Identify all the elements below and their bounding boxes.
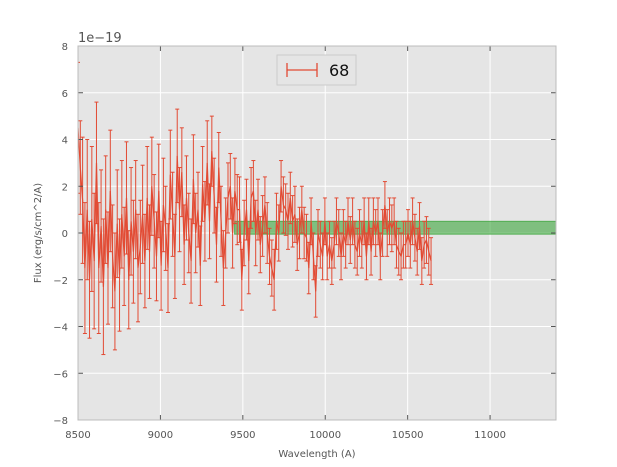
x-tick-label: 9000 xyxy=(148,430,173,441)
x-tick-label: 9500 xyxy=(230,430,255,441)
y-tick-label: −2 xyxy=(53,276,68,287)
x-tick-label: 11000 xyxy=(474,430,506,441)
y-tick-label: −4 xyxy=(53,323,68,334)
y-tick-label: 4 xyxy=(62,136,68,147)
y-axis-label: Flux (erg/s/cm^2/A) xyxy=(33,183,44,283)
series-line-68 xyxy=(78,127,432,292)
series-68 xyxy=(78,61,434,356)
x-tick-label: 10500 xyxy=(392,430,424,441)
x-tick-label: 10000 xyxy=(309,430,341,441)
y-tick-label: −8 xyxy=(53,416,68,427)
series-layer xyxy=(78,61,434,356)
plot-frame xyxy=(77,45,557,421)
x-axis-label: Wavelength (A) xyxy=(278,449,355,460)
legend-errorbar-icon xyxy=(286,63,318,77)
y-tick-label: 2 xyxy=(62,182,68,193)
y-tick-label: 6 xyxy=(62,89,68,100)
legend: 68 xyxy=(276,54,357,86)
y-offset-label: 1e−19 xyxy=(78,31,122,46)
y-tick-label: 8 xyxy=(62,42,68,53)
y-tick-label: −6 xyxy=(53,369,68,380)
x-tick-label: 8500 xyxy=(65,430,90,441)
y-tick-label: 0 xyxy=(62,229,68,240)
legend-label: 68 xyxy=(329,61,349,80)
